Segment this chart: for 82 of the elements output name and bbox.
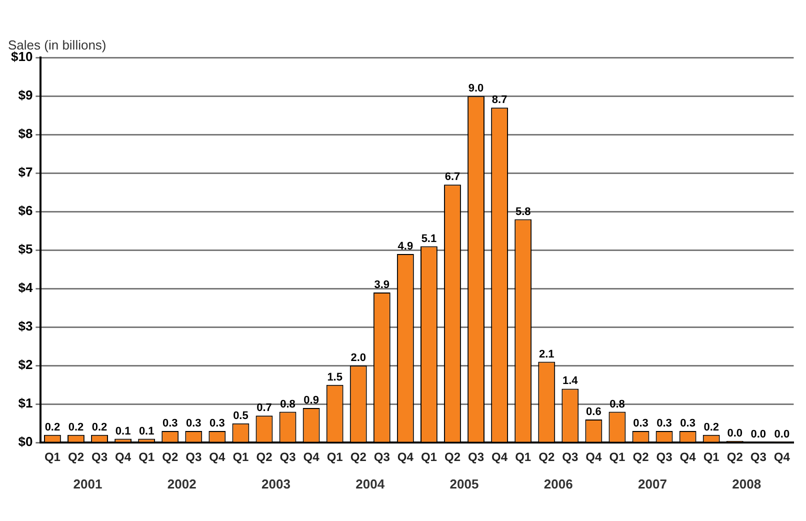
data-label: 0.7 xyxy=(256,402,272,414)
x-tick-label: Q1 xyxy=(703,450,720,464)
x-tick-label: Q3 xyxy=(92,450,108,464)
data-label: 0.2 xyxy=(92,421,108,434)
x-tick-label: Q4 xyxy=(680,450,696,464)
x-tick-label: Q3 xyxy=(280,450,296,464)
data-label: 0.1 xyxy=(115,425,131,438)
data-label: 0.3 xyxy=(656,418,672,430)
data-label: 5.8 xyxy=(515,206,531,218)
text: 2003 xyxy=(262,476,290,492)
x-tick-label: Q3 xyxy=(562,450,578,464)
x-tick-label: Q1 xyxy=(609,450,626,464)
data-label: 3.9 xyxy=(374,278,390,291)
x-tick-label: Q4 xyxy=(397,450,414,464)
text: 2008 xyxy=(732,476,762,492)
data-label: 0.9 xyxy=(304,394,319,406)
x-tick-label: Q4 xyxy=(115,450,132,464)
data-label: 9.0 xyxy=(468,82,484,95)
y-tick-label: $6 xyxy=(18,203,33,218)
data-label: 0.0 xyxy=(727,428,743,440)
data-label: 0.3 xyxy=(162,418,178,430)
text: 2007 xyxy=(638,476,667,492)
x-tick-label: Q2 xyxy=(68,450,84,464)
x-tick-label: Q2 xyxy=(632,450,650,464)
y-tick-label: $7 xyxy=(18,164,33,180)
data-label: 0.5 xyxy=(233,410,248,422)
data-label: 0.2 xyxy=(68,421,84,434)
x-tick-label: Q1 xyxy=(326,450,344,464)
x-tick-label: Q1 xyxy=(420,450,438,464)
x-tick-label: Q4 xyxy=(586,450,602,464)
x-tick-label: Q1 xyxy=(515,450,532,464)
y-tick-label: $0 xyxy=(18,434,33,450)
x-tick-label: Q3 xyxy=(374,450,390,464)
y-tick-label: $5 xyxy=(18,242,33,257)
x-tick-label: Q3 xyxy=(186,450,202,464)
text: 2001 xyxy=(73,476,102,492)
x-tick-label: Q1 xyxy=(138,450,155,464)
x-tick-label: Q2 xyxy=(256,450,273,464)
x-tick-label: Q1 xyxy=(232,450,250,464)
data-label: 0.0 xyxy=(750,428,766,440)
data-label: 0.2 xyxy=(704,421,719,434)
text: 2004 xyxy=(356,476,386,492)
data-label: 4.9 xyxy=(398,240,414,252)
x-tick-label: Q3 xyxy=(656,450,673,464)
data-label: 0.8 xyxy=(280,398,296,410)
data-label: 2.1 xyxy=(538,348,554,360)
data-label: 0.0 xyxy=(774,428,790,441)
y-tick-label: $9 xyxy=(18,88,33,103)
data-label: 0.3 xyxy=(186,418,202,430)
y-tick-label: $1 xyxy=(18,396,33,411)
y-tick-label: $4 xyxy=(18,280,34,296)
x-tick-label: Q2 xyxy=(538,450,555,464)
data-label: 0.2 xyxy=(44,421,60,434)
data-label: 8.7 xyxy=(492,94,508,106)
x-tick-label: Q4 xyxy=(209,450,226,464)
x-tick-label: Q4 xyxy=(492,450,508,464)
text: 2005 xyxy=(450,476,479,492)
data-label: 0.3 xyxy=(210,418,225,430)
data-label: 1.5 xyxy=(327,371,342,384)
y-tick-label: $3 xyxy=(18,318,33,334)
x-tick-label: Q4 xyxy=(303,450,320,464)
x-tick-label: Q3 xyxy=(750,450,767,464)
data-label: 1.4 xyxy=(562,375,579,388)
x-tick-label: Q2 xyxy=(726,450,744,464)
data-label: 0.1 xyxy=(138,425,154,438)
x-tick-label: Q1 xyxy=(44,450,61,464)
data-label: 0.8 xyxy=(610,398,625,410)
data-label: 6.7 xyxy=(444,171,460,184)
data-label: 5.1 xyxy=(421,232,437,245)
text: 2002 xyxy=(167,476,196,492)
data-label: 0.3 xyxy=(633,418,648,430)
x-tick-label: Q4 xyxy=(774,450,790,464)
y-tick-label: $8 xyxy=(18,126,33,142)
x-tick-label: Q2 xyxy=(444,450,461,464)
x-tick-label: Q3 xyxy=(468,450,484,464)
text: 2006 xyxy=(544,476,573,492)
y-tick-label: $2 xyxy=(18,357,33,372)
data-label: 2.0 xyxy=(350,352,366,364)
x-tick-label: Q2 xyxy=(350,450,367,464)
data-label: 0.3 xyxy=(680,418,696,430)
x-tick-label: Q2 xyxy=(162,450,178,464)
data-label: 0.6 xyxy=(586,406,602,418)
